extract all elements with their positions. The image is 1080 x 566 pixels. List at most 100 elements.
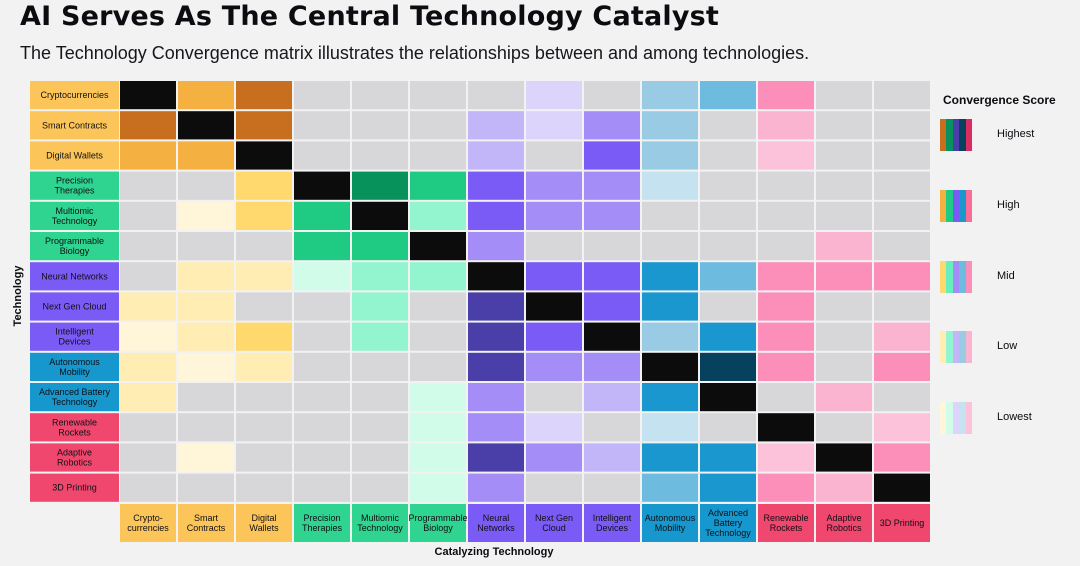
matrix-cell	[294, 322, 350, 351]
matrix-cell	[700, 141, 756, 170]
row-label: Neural Networks	[41, 271, 108, 281]
matrix-cell	[642, 413, 698, 442]
matrix-cell	[584, 201, 640, 230]
matrix-cell	[178, 171, 234, 200]
matrix-cell	[294, 201, 350, 230]
matrix-cell	[178, 141, 234, 170]
legend-label: Mid	[997, 270, 1015, 282]
row-header	[30, 473, 119, 502]
row-label: Autonomous Mobility	[49, 357, 100, 377]
matrix-cell	[178, 383, 234, 412]
column-label: Precision Therapies	[302, 513, 343, 533]
matrix-cell	[874, 443, 930, 472]
matrix-cell	[468, 171, 524, 200]
matrix-cell	[352, 141, 408, 170]
column-header	[758, 504, 814, 542]
matrix-cell	[178, 443, 234, 472]
matrix-cell	[758, 383, 814, 412]
column-label: 3D Printing	[880, 518, 925, 528]
row-header	[30, 201, 119, 230]
matrix-cell	[526, 232, 582, 261]
matrix-cell	[584, 232, 640, 261]
column-label: Adaptive Robotics	[826, 513, 862, 533]
matrix-cell	[874, 262, 930, 291]
matrix-cell	[468, 413, 524, 442]
matrix-cell	[120, 81, 176, 110]
matrix-cell	[758, 473, 814, 502]
matrix-cell	[410, 232, 466, 261]
matrix-cell	[874, 81, 930, 110]
matrix-cell	[700, 262, 756, 291]
row-header	[30, 443, 119, 472]
matrix-cell	[178, 111, 234, 140]
matrix-cell	[700, 322, 756, 351]
matrix-cell	[352, 232, 408, 261]
x-axis-label: Catalyzing Technology	[434, 546, 554, 558]
matrix-cell	[294, 352, 350, 381]
matrix-cell	[236, 262, 292, 291]
row-label: 3D Printing	[52, 483, 97, 493]
matrix-cell	[294, 141, 350, 170]
matrix-cell	[758, 111, 814, 140]
legend-label: Highest	[997, 128, 1035, 140]
matrix-cell	[526, 473, 582, 502]
matrix-cell	[874, 383, 930, 412]
matrix-cell	[352, 443, 408, 472]
matrix-cell	[468, 322, 524, 351]
column-header	[294, 504, 350, 542]
column-header	[120, 504, 176, 542]
matrix-cell	[816, 473, 872, 502]
row-header	[30, 171, 119, 200]
matrix-cell	[410, 201, 466, 230]
matrix-cell	[352, 262, 408, 291]
legend-swatch	[940, 402, 973, 434]
column-label: Neural Networks	[477, 513, 515, 533]
matrix-cell	[236, 292, 292, 321]
matrix-cell	[410, 81, 466, 110]
matrix-cell	[294, 473, 350, 502]
row-header	[30, 292, 119, 321]
matrix-cell	[236, 201, 292, 230]
matrix-cell	[236, 111, 292, 140]
legend-item: Mid	[940, 261, 1050, 293]
matrix-cell	[526, 262, 582, 291]
matrix-cell	[526, 141, 582, 170]
row-header	[30, 413, 119, 442]
matrix-cell	[236, 171, 292, 200]
matrix-cell	[468, 111, 524, 140]
row-header	[30, 262, 119, 291]
matrix-cell	[294, 383, 350, 412]
matrix-cell	[700, 292, 756, 321]
row-label: Programmable Biology	[45, 236, 104, 256]
matrix-cell	[526, 292, 582, 321]
matrix-cell	[816, 413, 872, 442]
matrix-cell	[352, 473, 408, 502]
column-header	[584, 504, 640, 542]
matrix-cell	[468, 352, 524, 381]
matrix-cell	[526, 171, 582, 200]
matrix-cell	[642, 81, 698, 110]
matrix-cell	[352, 292, 408, 321]
matrix-cell	[642, 232, 698, 261]
row-header	[30, 352, 119, 381]
matrix-cell	[526, 81, 582, 110]
y-axis-label: Technology	[12, 265, 24, 327]
matrix-cell	[700, 171, 756, 200]
matrix-cell	[526, 383, 582, 412]
matrix-cell	[816, 322, 872, 351]
matrix-cell	[468, 443, 524, 472]
matrix-cell	[120, 352, 176, 381]
matrix-cell	[642, 473, 698, 502]
legend-label: Low	[997, 340, 1018, 352]
column-header	[352, 504, 408, 542]
matrix-cell	[178, 292, 234, 321]
legend-label: High	[997, 199, 1020, 211]
matrix-cell	[526, 322, 582, 351]
matrix-cell	[584, 443, 640, 472]
matrix-cell	[758, 201, 814, 230]
matrix-cell	[526, 413, 582, 442]
matrix-cell	[700, 201, 756, 230]
matrix-cell	[294, 232, 350, 261]
row-label: Adaptive Robotics	[57, 448, 93, 468]
